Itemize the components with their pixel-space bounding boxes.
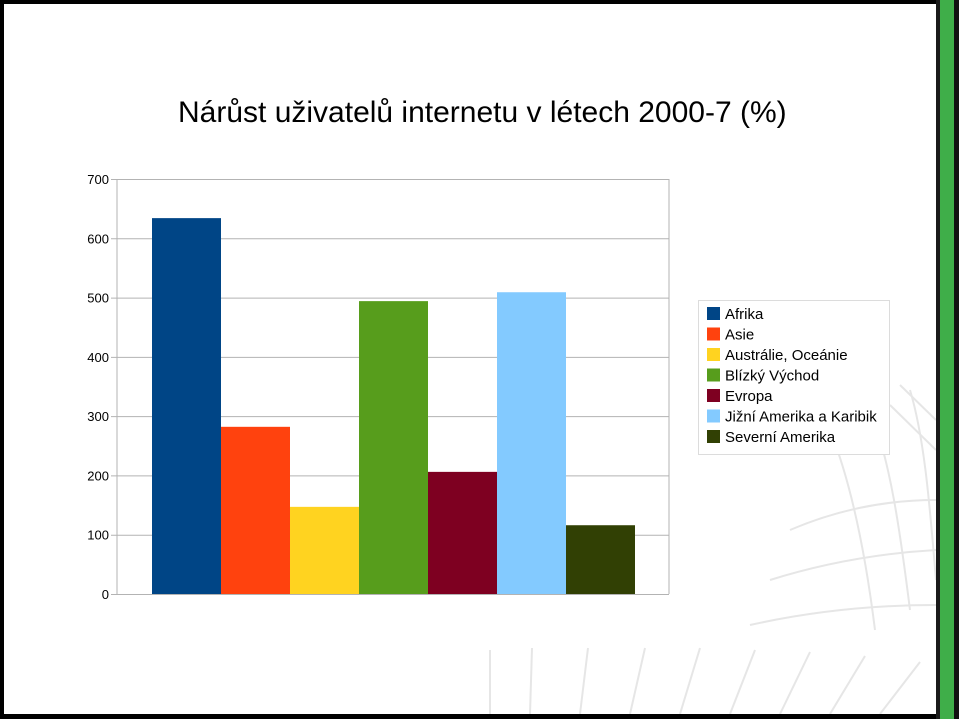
legend-swatch-2 <box>707 327 720 341</box>
legend-label-5: Evropa <box>725 388 773 405</box>
bar-3 <box>290 506 359 594</box>
frame-top-border <box>0 0 959 4</box>
bar-2 <box>221 426 290 594</box>
y-tick-label: 100 <box>87 528 109 543</box>
frame-right-edge <box>954 0 959 719</box>
legend-box <box>698 300 890 455</box>
chart-legend: Afrika Asie Austrálie, Oceánie Blízký Výcho… <box>698 300 890 455</box>
frame-bottom-border <box>0 714 959 719</box>
legend-swatch-4 <box>707 368 720 382</box>
legend-label-4: Blízký Východ <box>725 368 819 385</box>
legend-swatch-3 <box>707 348 720 361</box>
legend-label-1: Afrika <box>725 306 764 323</box>
legend-swatch-1 <box>707 307 720 320</box>
bar-1 <box>152 218 221 594</box>
legend-label-2: Asie <box>725 327 754 344</box>
legend-label-7: Severní Amerika <box>725 429 836 446</box>
bar-7 <box>566 525 635 594</box>
legend-label-6: Jižní Amerika a Karibik <box>725 409 877 426</box>
bar-5 <box>428 471 497 594</box>
bar-6 <box>497 292 566 594</box>
bar-chart: 0 100 200 300 400 500 600 700 Afrika Asie Austrál… <box>87 172 890 602</box>
y-tick-label: 300 <box>87 409 109 424</box>
legend-label-3: Austrálie, Oceánie <box>725 347 848 364</box>
y-tick-label: 400 <box>87 350 109 365</box>
frame-right-green-stripe <box>940 0 954 719</box>
y-axis-labels: 0 100 200 300 400 500 600 700 <box>87 172 109 602</box>
chart-bars <box>152 218 635 594</box>
frame-right-dark-stripe <box>936 0 940 719</box>
y-tick-label: 500 <box>87 291 109 306</box>
y-tick-label: 700 <box>87 172 109 187</box>
page-title: Nárůst uživatelů internetu v létech 2000… <box>178 96 787 129</box>
legend-swatch-5 <box>707 389 720 402</box>
y-tick-label: 200 <box>87 468 109 483</box>
y-tick-label: 0 <box>102 587 109 602</box>
legend-swatch-6 <box>707 409 720 423</box>
y-tick-label: 600 <box>87 231 109 246</box>
legend-swatch-7 <box>707 430 720 443</box>
frame-left-border <box>0 0 4 719</box>
bar-4 <box>359 301 428 594</box>
